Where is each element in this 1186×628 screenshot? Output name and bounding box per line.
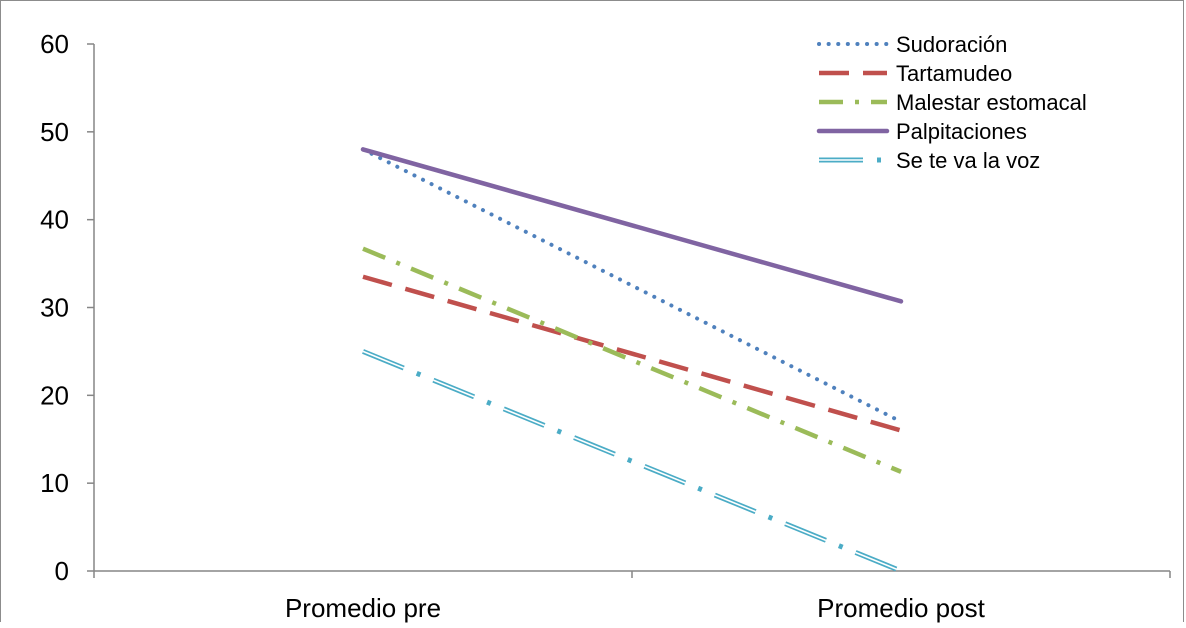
series-line [362,274,902,433]
legend-item: Tartamudeo [819,61,1012,86]
series-line [362,349,902,574]
y-tick-label: 0 [55,556,69,586]
y-tick-label: 30 [40,293,69,323]
legend: Sudoración Tartamudeo Malestar estomacal Pa… [816,32,1087,173]
legend-label: Se te va la voz [896,148,1040,173]
x-tick-label: Promedio pre [285,593,441,623]
legend-item: Palpitaciones [816,119,1027,144]
series-lines [360,147,904,574]
series-1 [362,274,902,433]
x-tick-label: Promedio post [817,593,985,623]
legend-item: Sudoración [817,32,1007,57]
legend-label: Malestar estomacal [896,90,1087,115]
y-tick-label: 10 [40,468,69,498]
y-tick-label: 50 [40,117,69,147]
series-line-inner [362,350,902,572]
legend-label: Palpitaciones [896,119,1027,144]
legend-label: Tartamudeo [896,61,1012,86]
y-tick-label: 60 [40,29,69,59]
series-2 [362,246,902,474]
legend-label: Sudoración [896,32,1007,57]
legend-item: Se te va la voz [819,148,1040,173]
y-tick-label: 20 [40,380,69,410]
series-0 [361,147,903,424]
series-3 [360,147,904,304]
y-tick-label: 40 [40,205,69,235]
series-line [362,246,902,474]
series-line [360,147,904,304]
series-4 [362,349,902,574]
legend-item: Malestar estomacal [819,90,1087,115]
series-line [361,147,903,424]
axes: 0 10 20 30 40 50 60 Promedio pre Promedio post [40,29,1171,623]
